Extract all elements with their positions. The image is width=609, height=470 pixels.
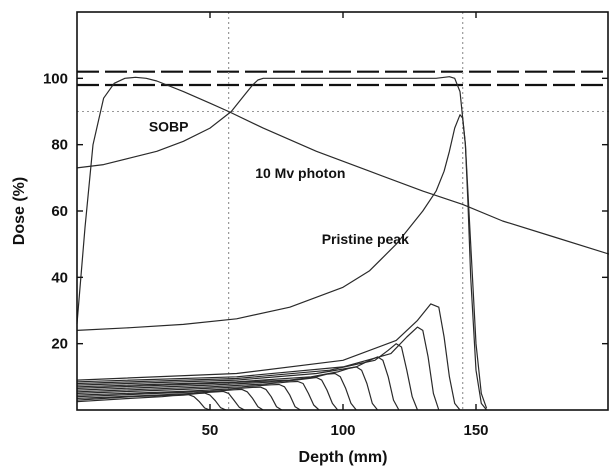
curves (76, 76, 609, 411)
x-tick-label-100: 100 (330, 422, 355, 439)
dose-curve-15 (76, 392, 227, 411)
dose-curve-2 (76, 114, 488, 411)
dose-curve-0 (76, 76, 609, 324)
y-tick-label-80: 80 (51, 137, 68, 154)
dose-curve-1 (76, 76, 488, 409)
tick-labels: 50 100 150 20 40 60 80 100 (43, 70, 489, 439)
x-tick-label-150: 150 (463, 422, 488, 439)
dose-curve-13 (76, 388, 264, 411)
annotation-label-2: Pristine peak (322, 231, 409, 247)
y-tick-label-100: 100 (43, 70, 68, 87)
dose-curve-9 (76, 376, 339, 411)
y-axis-title: Dose (%) (11, 177, 28, 245)
reference-lines (77, 12, 609, 410)
y-tick-label-60: 60 (51, 203, 68, 220)
dose-curve-7 (76, 366, 379, 411)
x-tick-label-50: 50 (202, 422, 219, 439)
dose-curve-8 (76, 372, 357, 411)
dose-curve-10 (76, 380, 320, 411)
dose-curve-14 (76, 390, 245, 411)
dose-curve-12 (76, 386, 283, 411)
dose-curve-3 (76, 303, 461, 411)
annotation-label-0: SOBP (149, 118, 189, 134)
annotations: SOBP 10 Mv photon Pristine peak (149, 118, 409, 247)
dose-curve-5 (76, 343, 419, 411)
dose-curve-4 (76, 326, 440, 411)
dose-curve-16 (76, 394, 211, 411)
axis-ticks (77, 12, 608, 410)
x-axis-title: Depth (mm) (299, 449, 388, 466)
dose-curve-11 (76, 383, 301, 411)
annotation-label-1: 10 Mv photon (255, 165, 345, 181)
dose-curve-6 (76, 356, 400, 411)
y-tick-label-40: 40 (51, 269, 68, 286)
y-tick-label-20: 20 (51, 336, 68, 353)
